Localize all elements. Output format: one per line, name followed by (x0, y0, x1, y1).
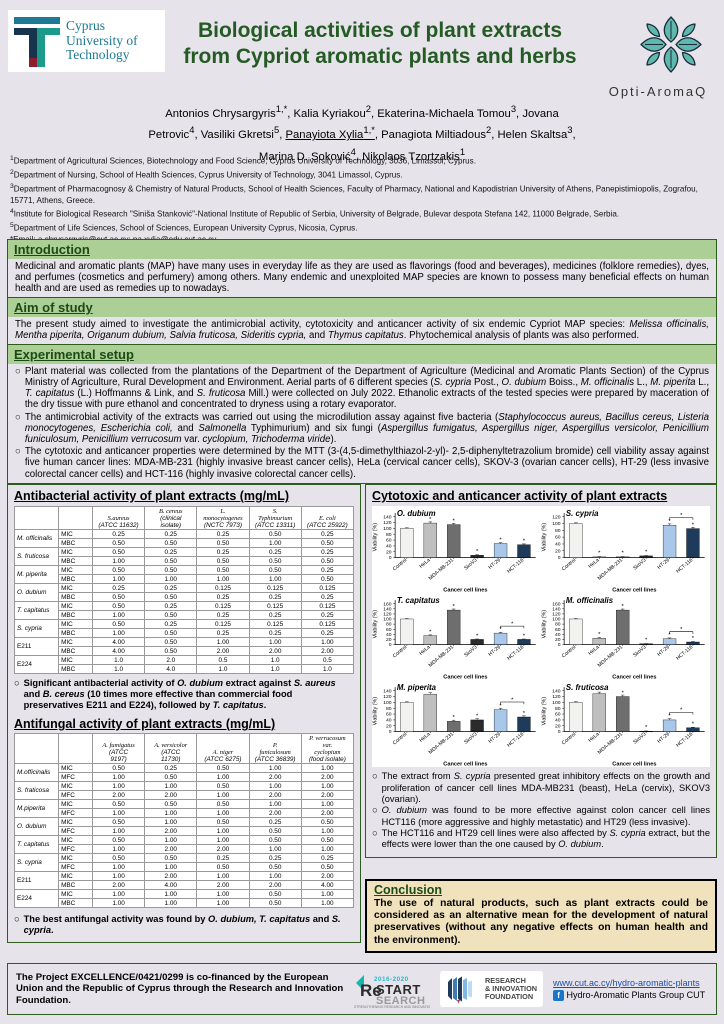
svg-text:160: 160 (552, 601, 561, 607)
svg-text:STRENGTHENING RESEARCH AND INN: STRENGTHENING RESEARCH AND INNOVATION (354, 1005, 430, 1009)
svg-text:Viability (%): Viability (%) (541, 523, 547, 552)
svg-text:140: 140 (383, 514, 392, 520)
svg-text:80: 80 (555, 528, 561, 534)
svg-text:100: 100 (552, 521, 561, 527)
svg-text:60: 60 (555, 535, 561, 541)
svg-text:80: 80 (386, 532, 392, 538)
svg-text:M. officinalis: M. officinalis (566, 596, 614, 605)
svg-text:80: 80 (555, 706, 561, 712)
svg-text:120: 120 (383, 520, 392, 526)
svg-text:T. capitatus: T. capitatus (397, 596, 440, 605)
svg-text:20: 20 (555, 548, 561, 554)
svg-text:0: 0 (558, 729, 561, 735)
svg-text:Cancer cell lines: Cancer cell lines (443, 762, 487, 768)
svg-text:S. fruticosa: S. fruticosa (566, 683, 609, 692)
svg-text:0: 0 (389, 555, 392, 561)
svg-text:Viability (%): Viability (%) (541, 697, 547, 726)
svg-text:60: 60 (386, 538, 392, 544)
svg-text:0: 0 (558, 555, 561, 561)
svg-text:100: 100 (383, 617, 392, 623)
svg-text:100: 100 (552, 700, 561, 706)
svg-text:60: 60 (555, 712, 561, 718)
svg-text:0: 0 (558, 642, 561, 648)
svg-text:Viability (%): Viability (%) (372, 610, 378, 639)
svg-text:0: 0 (389, 729, 392, 735)
svg-text:S. cypria: S. cypria (566, 509, 599, 518)
svg-text:20: 20 (555, 724, 561, 730)
svg-text:Viability (%): Viability (%) (372, 697, 378, 726)
svg-text:40: 40 (555, 718, 561, 724)
svg-text:120: 120 (383, 694, 392, 700)
svg-text:40: 40 (555, 632, 561, 638)
svg-text:0: 0 (389, 642, 392, 648)
svg-text:40: 40 (386, 544, 392, 550)
svg-text:40: 40 (386, 632, 392, 638)
svg-text:100: 100 (383, 700, 392, 706)
svg-text:Cancer cell lines: Cancer cell lines (612, 762, 656, 768)
svg-text:160: 160 (383, 601, 392, 607)
svg-text:80: 80 (386, 706, 392, 712)
svg-text:40: 40 (386, 718, 392, 724)
svg-text:40: 40 (555, 542, 561, 548)
svg-text:100: 100 (552, 617, 561, 623)
svg-text:140: 140 (383, 607, 392, 613)
svg-text:120: 120 (552, 694, 561, 700)
svg-text:Viability (%): Viability (%) (372, 523, 378, 552)
svg-text:Viability (%): Viability (%) (541, 610, 547, 639)
svg-text:20: 20 (386, 724, 392, 730)
svg-text:60: 60 (386, 712, 392, 718)
svg-text:140: 140 (383, 689, 392, 695)
svg-text:140: 140 (552, 607, 561, 613)
svg-text:100: 100 (383, 526, 392, 532)
svg-text:140: 140 (552, 689, 561, 695)
svg-text:120: 120 (552, 514, 561, 520)
svg-text:20: 20 (386, 549, 392, 555)
